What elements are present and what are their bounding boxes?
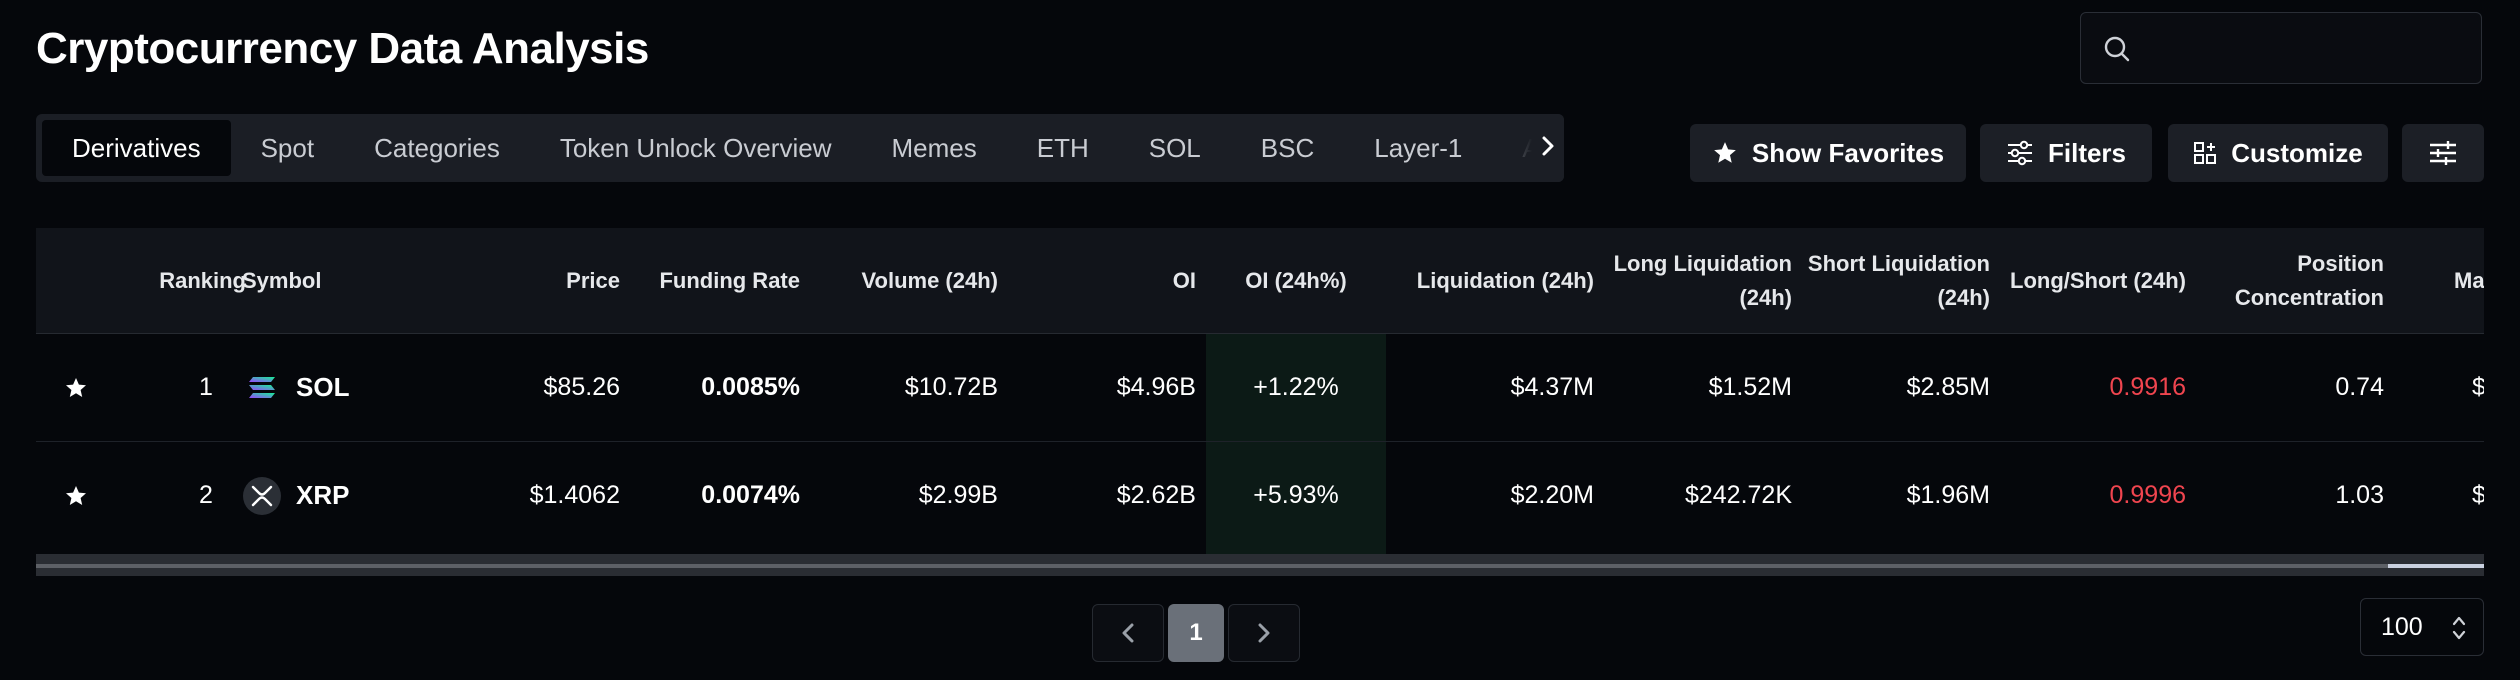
header-price[interactable]: Price: [566, 268, 620, 293]
header-short-liquidation-line2: (24h): [1937, 285, 1990, 310]
cell-volume: $2.99B: [918, 481, 998, 509]
show-favorites-button[interactable]: Show Favorites: [1690, 124, 1966, 182]
chevron-left-icon: [1118, 619, 1138, 647]
star-icon: [1712, 140, 1738, 166]
scrollbar-track: [36, 564, 2484, 568]
up-down-arrows-icon: [2451, 613, 2467, 650]
header-market-cut[interactable]: Ma: [2454, 268, 2484, 293]
chevron-right-icon: [1538, 132, 1558, 165]
cell-long-short: 0.9916: [2109, 373, 2186, 401]
table-settings-button[interactable]: [2402, 124, 2484, 182]
tab-sol[interactable]: SOL: [1148, 132, 1201, 163]
page-title: Cryptocurrency Data Analysis: [36, 24, 649, 73]
header-short-liquidation-line1: Short Liquidation: [1807, 251, 1990, 276]
header-short-liquidation[interactable]: Short Liquidation (24h): [1796, 228, 1990, 334]
sol-logo-icon: [242, 368, 282, 408]
customize-label: Customize: [2231, 137, 2363, 168]
cell-short-liquidation: $2.85M: [1906, 373, 1990, 401]
table-row[interactable]: 2 XRP $1.4062 0.0074% $2.99B $2.62B +5.9…: [36, 442, 2484, 550]
filters-icon: [2006, 140, 2034, 166]
header-long-liquidation-line1: Long Liquidation: [1613, 251, 1792, 276]
filters-label: Filters: [2047, 137, 2127, 168]
cell-oi: $2.62B: [1116, 481, 1196, 509]
header-position-line2: Concentration: [2234, 285, 2384, 310]
cell-short-liquidation: $1.96M: [1906, 481, 1990, 509]
tab-eth[interactable]: ETH: [1036, 132, 1089, 163]
tab-memes[interactable]: Memes: [891, 132, 977, 163]
cell-symbol[interactable]: XRP: [242, 442, 442, 549]
header-oi[interactable]: OI: [1172, 268, 1196, 293]
filters-button[interactable]: Filters: [1980, 124, 2152, 182]
current-page-button[interactable]: 1: [1168, 604, 1224, 662]
star-icon: [64, 376, 88, 400]
header-volume[interactable]: Volume (24h): [861, 268, 998, 293]
header-symbol[interactable]: Symbol: [242, 268, 322, 293]
cell-ranking: 1: [199, 373, 213, 401]
derivatives-table: Ranking Symbol Price Funding Rate Volume…: [36, 228, 2484, 554]
show-favorites-label: Show Favorites: [1751, 137, 1945, 168]
tab-categories[interactable]: Categories: [374, 132, 500, 163]
header-long-liquidation[interactable]: Long Liquidation (24h): [1596, 228, 1792, 334]
tab-derivatives[interactable]: Derivatives: [42, 120, 231, 176]
previous-page-button[interactable]: [1092, 604, 1164, 662]
header-funding-rate[interactable]: Funding Rate: [659, 268, 800, 293]
page-size-value: 100: [2381, 612, 2423, 641]
header-liquidation[interactable]: Liquidation (24h): [1416, 268, 1594, 293]
xrp-logo-icon: [242, 476, 282, 516]
tab-spot[interactable]: Spot: [260, 132, 315, 163]
search-box[interactable]: [2080, 12, 2482, 84]
cell-volume: $10.72B: [904, 373, 998, 401]
tab-layer-1[interactable]: Layer-1: [1374, 132, 1463, 163]
cell-oi: $4.96B: [1116, 373, 1196, 401]
header-long-liquidation-line2: (24h): [1739, 285, 1792, 310]
customize-button[interactable]: Customize: [2168, 124, 2388, 182]
search-icon: [2103, 35, 2131, 63]
cell-oi-change: +1.22%: [1253, 373, 1339, 401]
table-header: Ranking Symbol Price Funding Rate Volume…: [36, 228, 2484, 334]
cell-ranking: 2: [199, 481, 213, 509]
header-ranking[interactable]: Ranking: [159, 268, 246, 293]
cell-long-liquidation: $242.72K: [1684, 481, 1792, 509]
settings-sliders-icon: [2428, 140, 2458, 166]
cell-symbol-text: XRP: [296, 480, 350, 510]
cell-symbol[interactable]: SOL: [242, 334, 442, 441]
tabs-scroll-right-button[interactable]: [1528, 114, 1568, 182]
cell-price: $1.4062: [529, 481, 620, 509]
cell-liquidation: $4.37M: [1510, 373, 1594, 401]
oi-change-column-highlight: [1206, 334, 1386, 554]
tab-token-unlock-overview[interactable]: Token Unlock Overview: [559, 132, 832, 163]
tab-bsc[interactable]: BSC: [1260, 132, 1315, 163]
chevron-right-icon: [1254, 619, 1274, 647]
favorite-star-button[interactable]: [36, 442, 116, 549]
page-size-select[interactable]: 100: [2360, 598, 2484, 656]
next-page-button[interactable]: [1228, 604, 1300, 662]
horizontal-scrollbar[interactable]: [36, 554, 2484, 576]
cell-long-liquidation: $1.52M: [1708, 373, 1792, 401]
category-tabs: Derivatives Spot Categories Token Unlock…: [36, 114, 1564, 182]
header-oi-change[interactable]: OI (24h%): [1245, 268, 1347, 293]
cell-position-concentration: 0.74: [2335, 373, 2384, 401]
header-position-line1: Position: [2297, 251, 2384, 276]
header-position-concentration[interactable]: Position Concentration: [2196, 228, 2384, 334]
header-long-short[interactable]: Long/Short (24h): [2010, 268, 2186, 293]
cell-symbol-text: SOL: [296, 372, 350, 402]
search-input[interactable]: [2145, 23, 2469, 75]
cell-funding-rate: 0.0085%: [701, 373, 800, 401]
cell-oi-change: +5.93%: [1253, 481, 1339, 509]
cell-market-cut: $: [2472, 481, 2484, 509]
cell-position-concentration: 1.03: [2335, 481, 2384, 509]
cell-market-cut: $: [2472, 373, 2484, 401]
cell-price: $85.26: [543, 373, 620, 401]
table-row[interactable]: 1 SOL $85.26 0.0085% $10.72B $4.96B +1.2…: [36, 334, 2484, 442]
cell-funding-rate: 0.0074%: [701, 481, 800, 509]
customize-icon: [2193, 141, 2217, 165]
star-icon: [64, 484, 88, 508]
cell-liquidation: $2.20M: [1510, 481, 1594, 509]
cell-long-short: 0.9996: [2109, 481, 2186, 509]
favorite-star-button[interactable]: [36, 334, 116, 441]
scrollbar-thumb[interactable]: [2388, 564, 2484, 568]
